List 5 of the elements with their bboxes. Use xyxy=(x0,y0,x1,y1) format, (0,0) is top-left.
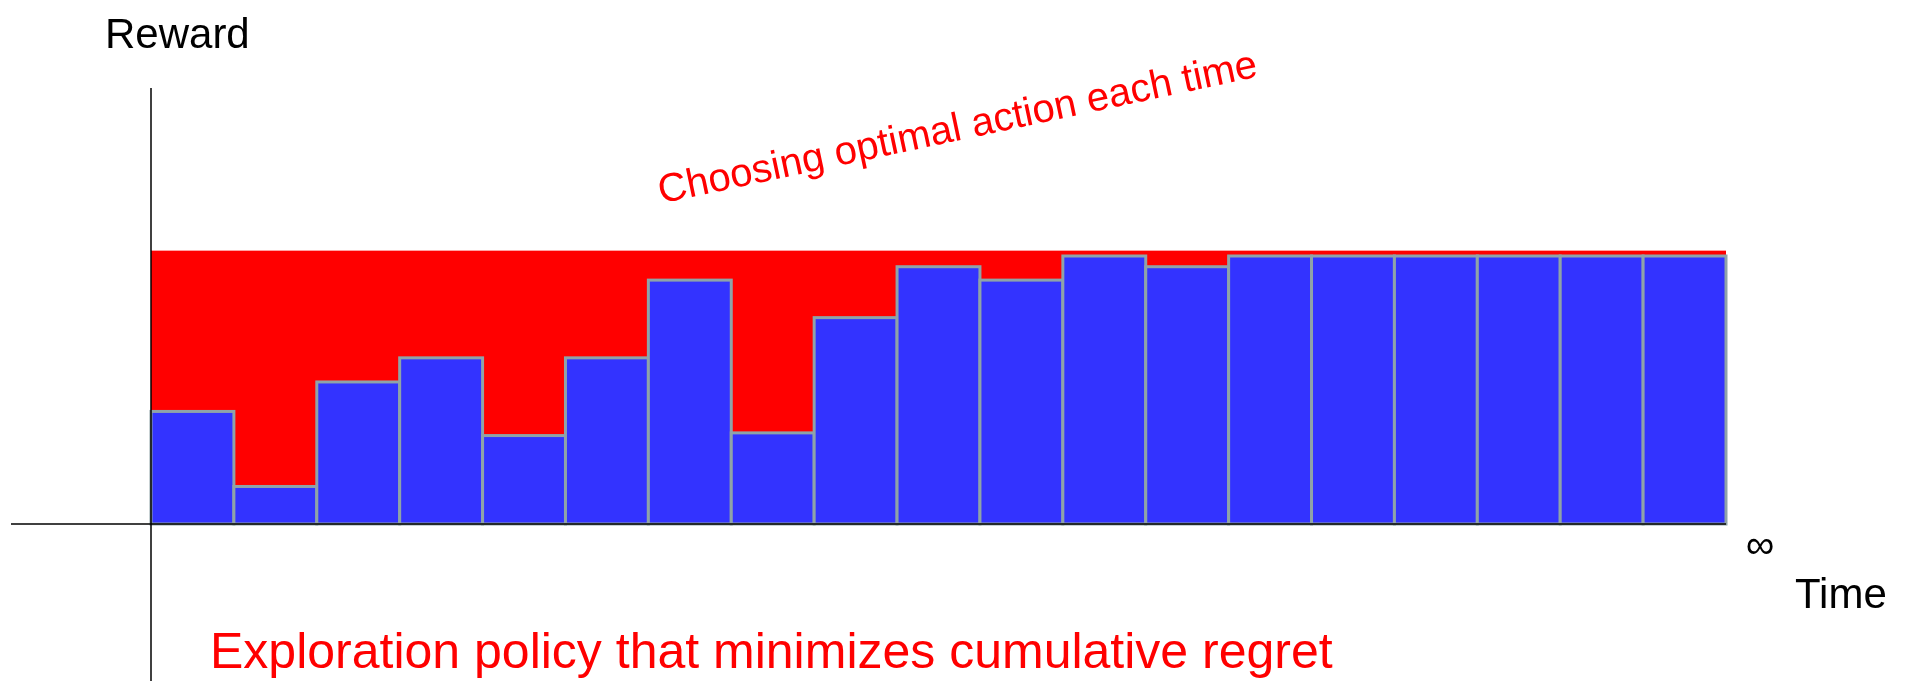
text: Choosing optimal action each time xyxy=(653,41,1261,212)
text: ∞ xyxy=(1745,522,1775,566)
text: Exploration policy that minimizes cumulative regret xyxy=(210,623,1333,679)
x-axis-title: Time xyxy=(1795,570,1887,617)
y-axis-title: Reward xyxy=(105,10,250,57)
